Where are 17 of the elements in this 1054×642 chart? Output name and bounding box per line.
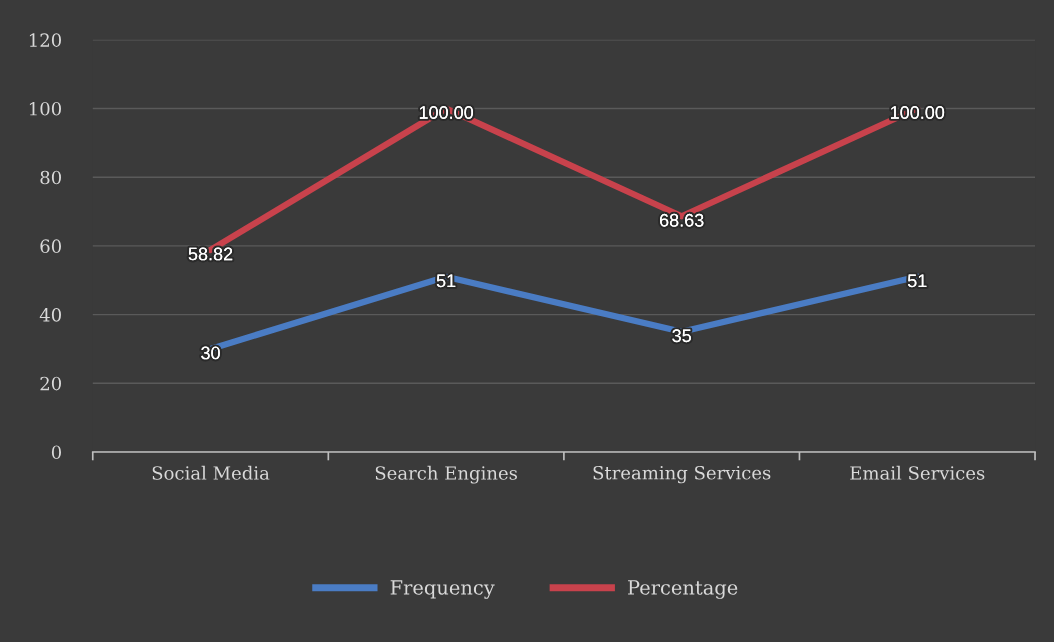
y-tick-label: 120 (29, 33, 61, 47)
data-label: 68.63 (660, 213, 704, 227)
x-tick-label: Streaming Services (593, 465, 771, 484)
legend-label: Percentage (628, 580, 738, 599)
data-label: 58.82 (188, 247, 233, 261)
x-tick-label: Search Engines (375, 465, 517, 484)
legend-label: Frequency (390, 580, 495, 599)
data-label: 35 (672, 329, 691, 343)
x-tick-label: Social Media (152, 465, 270, 480)
y-tick-label: 20 (40, 376, 61, 391)
y-tick-label: 100 (29, 101, 61, 116)
data-label: 30 (201, 346, 220, 360)
x-tick-label: Email Services (850, 465, 985, 480)
y-tick-label: 60 (40, 239, 61, 253)
y-tick-label: 40 (39, 308, 61, 322)
y-tick-label: 80 (40, 170, 61, 185)
y-tick-label: 0 (51, 445, 61, 460)
